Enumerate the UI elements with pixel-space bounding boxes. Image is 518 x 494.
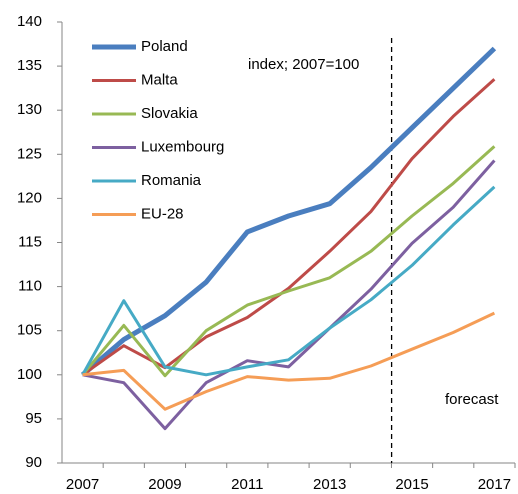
x-tick-label: 2013	[313, 476, 346, 493]
series-line	[82, 311, 496, 411]
y-tick-label: 140	[17, 13, 42, 30]
y-tick-label: 95	[25, 410, 42, 427]
x-tick-label: 2007	[66, 476, 99, 493]
y-tick-label: 115	[18, 233, 42, 250]
x-tick-label: 2009	[148, 476, 181, 493]
legend-label: Romania	[141, 172, 202, 189]
y-tick-label: 125	[17, 145, 42, 162]
y-tick-label: 135	[17, 57, 42, 74]
x-tick-label: 2011	[231, 476, 263, 493]
legend-label: Poland	[141, 38, 188, 55]
legend-label: Slovakia	[141, 105, 198, 122]
legend-label: EU-28	[141, 205, 184, 222]
x-tick-label: 2015	[395, 476, 428, 493]
y-tick-label: 110	[18, 278, 42, 295]
annotation: index; 2007=100	[248, 56, 359, 73]
legend-label: Luxembourg	[141, 138, 224, 155]
y-tick-label: 100	[17, 366, 42, 383]
y-tick-label: 120	[17, 189, 42, 206]
y-tick-label: 90	[25, 454, 42, 471]
y-tick-label: 130	[17, 101, 42, 118]
series-line	[81, 145, 496, 378]
legend-label: Malta	[141, 71, 178, 88]
y-tick-label: 105	[17, 322, 42, 339]
annotation: forecast	[445, 391, 499, 408]
series-line	[80, 46, 497, 377]
series-line	[82, 159, 496, 431]
x-tick-label: 2017	[478, 476, 511, 493]
series-line	[81, 185, 496, 377]
